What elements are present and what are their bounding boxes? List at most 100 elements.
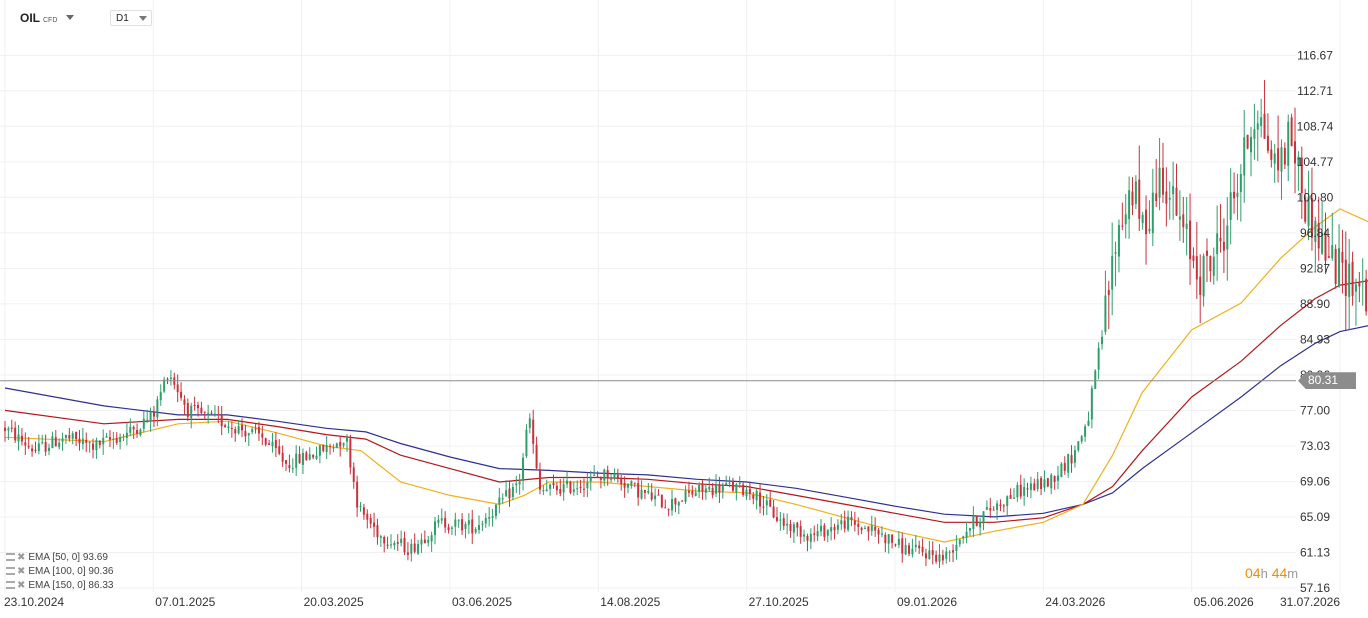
candle [975,515,978,527]
candle-body [349,438,352,468]
candle [234,426,237,442]
x-tick-label: 31.07.2026 [1280,595,1340,609]
candle-body [694,492,697,496]
candle [1026,482,1029,498]
candle [884,532,887,553]
candle-body [691,491,694,495]
candle-body [1104,295,1107,332]
candle [1084,424,1087,442]
candle [694,487,697,497]
candle [870,515,873,536]
candle-body [478,525,481,530]
candle [203,411,206,420]
candle-body [796,522,799,528]
candle-body [1114,252,1117,254]
candle [650,483,653,502]
candle [823,523,826,541]
chevron-down-icon[interactable] [66,15,74,20]
candle [410,538,413,562]
candle-body [1117,225,1120,257]
candle [596,471,599,479]
candle [860,526,863,535]
indicator-ema50[interactable]: ✖ EMA [50, 0] 93.69 [6,551,108,564]
candle-body [542,490,545,492]
candle [840,513,843,531]
candle [918,540,921,555]
timeframe-label: D1 [116,13,129,24]
candle [698,482,701,499]
candle-body [633,482,636,484]
candle-body [1101,336,1104,345]
countdown-minutes: 44 [1271,565,1288,581]
ema-lines [4,208,1368,543]
indicator-ema150[interactable]: ✖ EMA [150, 0] 86.33 [6,579,113,592]
candle-body [112,438,115,440]
close-icon[interactable]: ✖ [17,580,26,591]
candle-body [498,497,501,505]
candle-body [1087,420,1090,426]
candle-body [261,433,264,438]
candle [606,465,609,486]
candle-body [1338,248,1341,287]
candle [779,511,782,531]
candle [406,542,409,561]
candle [979,517,982,536]
candle-body [285,460,288,464]
candle [37,434,40,455]
candle-body [224,425,227,427]
candle-body [505,490,508,497]
candle-body [992,509,995,511]
menu-icon[interactable] [6,553,15,562]
candle [471,509,474,545]
candle [291,458,294,473]
candle [254,424,257,434]
menu-icon[interactable] [6,567,15,576]
candle-body [718,485,721,493]
candle-body [894,544,897,546]
candle [7,426,10,440]
candle-body [1260,117,1263,127]
candle [952,544,955,563]
candle-body [1365,278,1368,312]
candle-body [288,465,291,469]
indicator-ema100[interactable]: ✖ EMA [100, 0] 90.36 [6,565,113,578]
timeframe-selector[interactable]: D1 [110,10,152,26]
candle [708,477,711,492]
candle-body [775,517,778,521]
candle [535,436,538,470]
candle-body [870,525,873,532]
candle [864,525,867,530]
candle [867,526,870,541]
close-icon[interactable]: ✖ [17,552,26,563]
candle-body [1270,149,1273,160]
symbol-name: OIL [20,11,40,25]
candle [1199,254,1202,324]
candle-body [816,531,819,537]
candle [1294,107,1297,194]
candle [819,519,822,537]
candle-body [1043,479,1046,488]
candle-body [4,427,6,432]
symbol-selector[interactable]: OIL CFD [20,11,57,25]
candle-body [1297,156,1300,166]
candle [64,434,67,444]
candle [1141,211,1144,230]
candle-body [1128,190,1131,220]
candle-body [799,526,802,537]
menu-icon[interactable] [6,581,15,590]
candle [1205,238,1208,282]
candle-body [955,544,958,551]
y-tick-label: 84.93 [1300,332,1330,346]
candle-body [1283,147,1286,165]
candle [413,533,416,554]
candle [518,473,521,495]
candle-body [268,443,271,445]
candle [1354,278,1357,326]
candle [169,370,172,386]
candle-body [379,536,382,538]
close-icon[interactable]: ✖ [17,566,26,577]
candle-body [1185,223,1188,229]
candle [142,411,145,433]
candle-body [528,418,531,429]
